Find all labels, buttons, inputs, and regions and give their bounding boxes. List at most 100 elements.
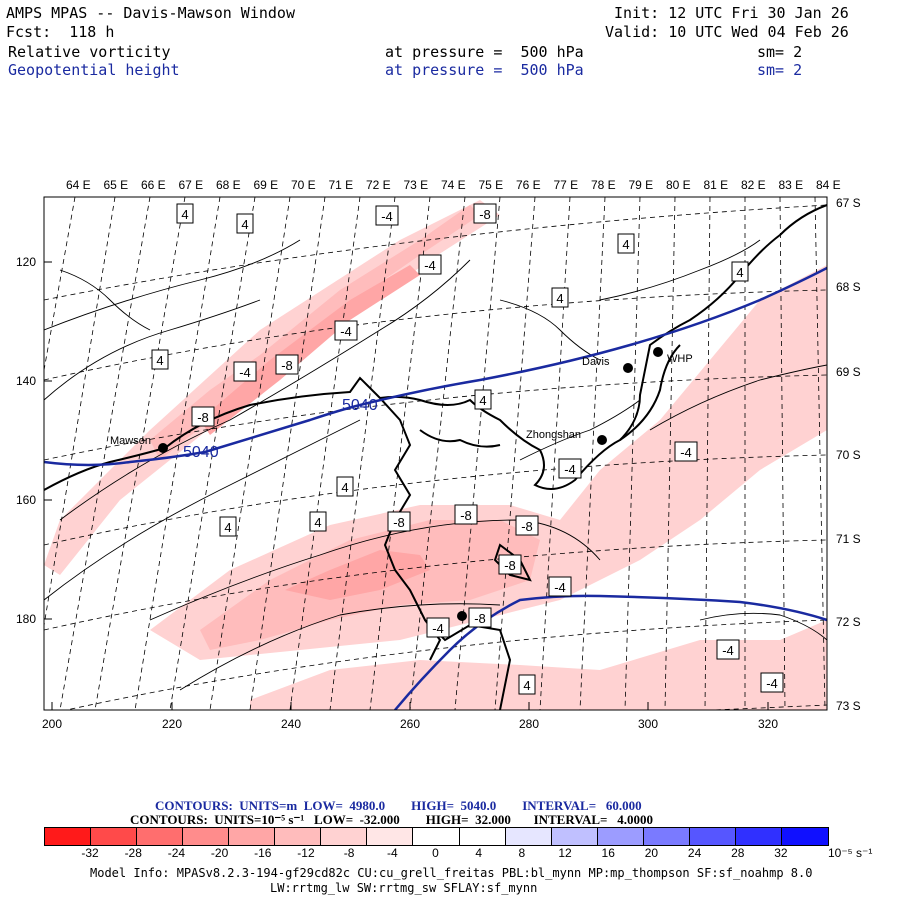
colorbar-label: 20 bbox=[644, 846, 659, 860]
longitude-label: 75 E bbox=[479, 178, 504, 192]
field1-name: Relative vorticity bbox=[8, 43, 171, 61]
vorticity-label-box bbox=[176, 203, 194, 224]
colorbar-label: -32 bbox=[81, 846, 99, 860]
legend-height: CONTOURS: UNITS=m LOW= 4980.0 HIGH= 5040… bbox=[155, 798, 642, 813]
y-tick-label: 160 bbox=[16, 493, 36, 507]
legend-vorticity: CONTOURS: UNITS=10⁻⁵ s⁻¹ LOW= -32.000 HI… bbox=[130, 812, 653, 827]
forecast-hour: Fcst: 118 h bbox=[6, 23, 115, 41]
x-axis-ticks: 200 220 240 260 280 300 320 bbox=[42, 717, 778, 731]
vorticity-label: -8 bbox=[504, 558, 516, 573]
longitude-label: 66 E bbox=[141, 178, 166, 192]
colorbar-label: 8 bbox=[518, 846, 526, 860]
longitude-label: 79 E bbox=[629, 178, 654, 192]
y-tick-label: 120 bbox=[16, 255, 36, 269]
vorticity-label: -4 bbox=[424, 258, 436, 273]
y-tick-label: 140 bbox=[16, 374, 36, 388]
vorticity-label-box bbox=[731, 261, 749, 282]
height-label: 5040 bbox=[183, 444, 219, 461]
longitude-label: 71 E bbox=[329, 178, 354, 192]
colorbar-swatch bbox=[688, 827, 736, 846]
vorticity-label-box bbox=[551, 287, 569, 308]
longitude-label: 70 E bbox=[291, 178, 316, 192]
vorticity-label-box bbox=[336, 476, 354, 497]
vorticity-label: -8 bbox=[197, 410, 209, 425]
station-zhongshan-dot bbox=[597, 435, 607, 445]
vorticity-label: -8 bbox=[281, 358, 293, 373]
vorticity-label: -4 bbox=[554, 580, 566, 595]
vorticity-label-box bbox=[375, 205, 399, 226]
y-tick-label: 180 bbox=[16, 612, 36, 626]
latitude-label: 72 S bbox=[836, 615, 861, 629]
longitude-label: 83 E bbox=[779, 178, 804, 192]
latitude-label: 67 S bbox=[836, 196, 861, 210]
footer-model-info: Model Info: MPASv8.2.3-194-gf29cd82c CU:… bbox=[90, 866, 813, 880]
colorbar-label: -20 bbox=[210, 846, 229, 860]
x-tick-label: 200 bbox=[42, 717, 62, 731]
longitude-grid bbox=[44, 197, 826, 710]
vorticity-labels: 4 4 -4 -8 -4 4 4 4 -4 -4 -8 -8 4 -8 4 -4 -4 4 4 4 -8 -8 -8 -8 -4… bbox=[151, 203, 784, 695]
station-markers: Mawson Davis WHP Zhongshan bbox=[110, 347, 693, 621]
vorticity-contours bbox=[44, 239, 827, 691]
vorticity-label: 4 bbox=[181, 207, 188, 222]
footer-physics: LW:rrtmg_lw SW:rrtmg_sw SFLAY:sf_mynn bbox=[270, 881, 538, 895]
vorticity-label-box bbox=[236, 213, 254, 234]
vorticity-label-box bbox=[515, 515, 539, 536]
vorticity-label: -8 bbox=[521, 519, 533, 534]
map-frame bbox=[43, 196, 828, 711]
colorbar-label: 4 bbox=[475, 846, 483, 860]
colorbar-swatch bbox=[412, 827, 460, 846]
vorticity-label: -8 bbox=[393, 515, 405, 530]
latitude-grid bbox=[44, 204, 827, 710]
colorbar-swatch bbox=[504, 827, 552, 846]
station-label: WHP bbox=[667, 353, 693, 365]
colorbar-label: 32 bbox=[774, 846, 788, 860]
station-label: Davis bbox=[582, 356, 610, 368]
station-mawson-dot bbox=[158, 443, 168, 453]
vorticity-label: -8 bbox=[460, 508, 472, 523]
vorticity-label: 4 bbox=[241, 217, 248, 232]
colorbar-label: -28 bbox=[124, 846, 142, 860]
colorbar-swatch bbox=[182, 827, 230, 846]
vorticity-label: -4 bbox=[432, 621, 444, 636]
colorbar-swatch bbox=[136, 827, 184, 846]
vorticity-label-box bbox=[468, 607, 492, 628]
vorticity-label: 4 bbox=[736, 265, 743, 280]
latitude-label: 73 S bbox=[836, 699, 861, 713]
field1-level: at pressure = 500 hPa bbox=[385, 43, 584, 61]
vorticity-label: 4 bbox=[556, 291, 563, 306]
x-tick-label: 220 bbox=[162, 717, 182, 731]
vorticity-label: 4 bbox=[622, 237, 629, 252]
longitude-label: 64 E bbox=[66, 178, 91, 192]
colorbar-swatch bbox=[550, 827, 598, 846]
longitude-labels: 64 E 65 E 66 E 67 E 68 E 69 E 70 E 71 E 72 E 73 E… bbox=[66, 178, 841, 192]
longitude-label: 81 E bbox=[704, 178, 729, 192]
longitude-label: 65 E bbox=[104, 178, 129, 192]
latitude-labels: 67 S 68 S 69 S 70 S 71 S 72 S 73 S bbox=[836, 196, 861, 713]
longitude-label: 67 E bbox=[179, 178, 204, 192]
field1-smoothing: sm= 2 bbox=[757, 43, 803, 61]
vorticity-label-box bbox=[219, 516, 237, 537]
longitude-label: 72 E bbox=[366, 178, 391, 192]
colorbar-swatch bbox=[44, 827, 92, 846]
station-label: Mawson bbox=[110, 435, 151, 447]
vorticity-label-box bbox=[387, 511, 411, 532]
vorticity-label: -4 bbox=[564, 462, 576, 477]
vorticity-label-box bbox=[191, 406, 215, 427]
colorbar-swatch bbox=[228, 827, 276, 846]
colorbar-label: -12 bbox=[297, 846, 315, 860]
vorticity-label-box bbox=[716, 639, 740, 660]
vorticity-label-box bbox=[474, 389, 492, 410]
vorticity-label: -4 bbox=[722, 643, 734, 658]
colorbar-swatch bbox=[642, 827, 690, 846]
vorticity-label: -4 bbox=[381, 209, 393, 224]
vorticity-label: 4 bbox=[156, 353, 163, 368]
vorticity-label-box bbox=[151, 349, 169, 370]
colorbar-label: 12 bbox=[558, 846, 572, 860]
init-time: Init: 12 UTC Fri 30 Jan 26 bbox=[614, 4, 849, 22]
x-tick-label: 260 bbox=[400, 717, 420, 731]
vorticity-label: -4 bbox=[340, 324, 352, 339]
colorbar-swatch bbox=[780, 827, 829, 846]
colorbar-unit: 10⁻⁵ s⁻¹ bbox=[828, 846, 873, 860]
y-axis-ticks: 120 140 160 180 bbox=[16, 255, 36, 626]
height-label: 5040 bbox=[342, 397, 378, 414]
